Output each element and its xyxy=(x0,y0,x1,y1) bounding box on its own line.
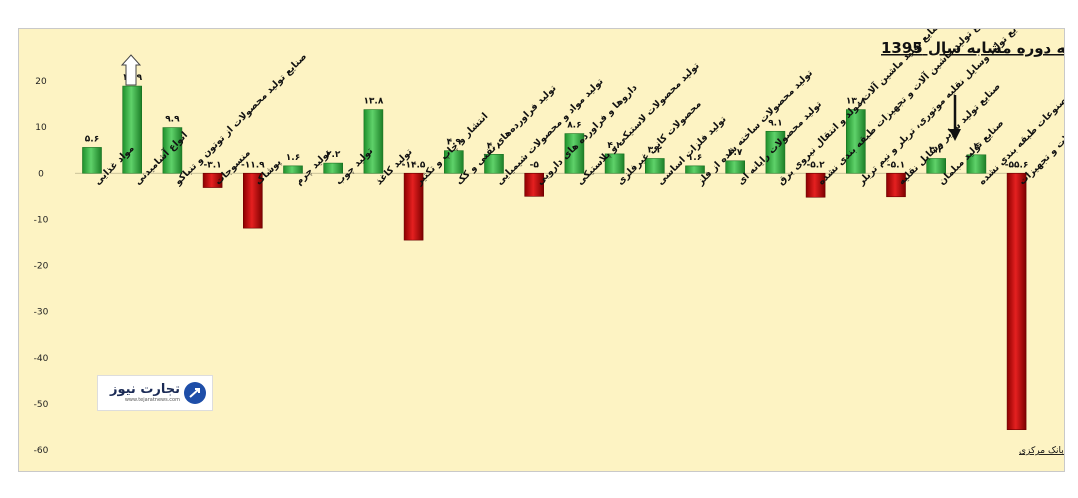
bar-value-label: -۱۴.۵ xyxy=(402,160,426,170)
bar xyxy=(805,172,826,198)
y-tick-label: -10 xyxy=(34,215,49,225)
chart-frame: درصد تغییرات شاخص تولید گروه‌های مختلف ص… xyxy=(18,28,1065,472)
bar-value-label: ۹.۱ xyxy=(768,118,782,128)
bar-value-label: ۱۳.۸ xyxy=(846,97,866,107)
bar-value-label: ۱.۶ xyxy=(688,153,702,163)
category-label: انتشار و چاپ و تکثیر xyxy=(413,111,490,188)
bar-value-label: ۵.۶ xyxy=(85,134,99,144)
y-tick-label: -60 xyxy=(34,446,49,456)
logo-mark-icon xyxy=(184,382,206,404)
logo-wordmark: تجارت نیوز www.tejaratnews.com xyxy=(109,382,180,403)
bar-value-label: ۴ xyxy=(974,142,980,152)
bar xyxy=(162,127,183,174)
bar-value-label: ۳.۲ xyxy=(929,145,944,155)
bar xyxy=(926,158,947,174)
bar-value-label: ۱۳.۸ xyxy=(363,97,383,107)
y-tick-label: 20 xyxy=(35,77,47,87)
bar-value-label: -۵.۱ xyxy=(887,160,905,170)
bar-value-label: -۵۵.۶ xyxy=(1005,160,1029,170)
bar xyxy=(243,172,263,229)
bar-value-label: -۵ xyxy=(530,160,540,170)
bar xyxy=(725,160,746,174)
bar-value-label: -۵.۲ xyxy=(807,160,826,170)
y-tick-label: -50 xyxy=(34,400,49,410)
y-tick-label: -20 xyxy=(34,262,49,272)
bar xyxy=(484,154,504,174)
bar-value-label: ۲.۷ xyxy=(728,148,743,158)
tejaratnews-logo: تجارت نیوز www.tejaratnews.com xyxy=(97,375,213,411)
chart-title: درصد تغییرات شاخص تولید گروه‌های مختلف ص… xyxy=(881,39,1064,57)
bar-value-label: ۴.۹ xyxy=(447,138,462,148)
bar xyxy=(82,147,102,174)
y-tick-label: 10 xyxy=(35,123,47,133)
bar xyxy=(564,133,585,174)
bar-value-label: ۹.۹ xyxy=(165,115,180,125)
bar-value-label: ۲.۲ xyxy=(326,150,341,160)
bar xyxy=(283,165,303,174)
bar xyxy=(685,165,705,174)
bar xyxy=(644,158,665,174)
up-arrow-icon xyxy=(120,54,142,86)
bar-value-label: ۱.۶ xyxy=(286,153,300,163)
bar xyxy=(966,154,987,174)
bar xyxy=(886,172,906,198)
y-tick-label: -40 xyxy=(34,354,49,364)
bar-value-label: ۳.۲ xyxy=(648,145,663,155)
bar xyxy=(323,162,344,174)
bar xyxy=(765,130,786,174)
bar-value-label: -۱۱.۹ xyxy=(241,160,265,170)
category-label: تولید فلزات اساسی xyxy=(655,114,729,188)
bar-value-label: ۴.۱ xyxy=(487,141,501,151)
bar xyxy=(443,150,464,174)
bar-value-label: -۳.۱ xyxy=(204,160,222,170)
bar xyxy=(403,172,424,241)
bar xyxy=(845,109,866,174)
bar xyxy=(604,153,625,174)
y-tick-label: -30 xyxy=(34,308,49,318)
bar xyxy=(524,172,545,197)
source-note: منبع بانک مرکزی xyxy=(1019,446,1064,456)
bar-value-label: ۴.۲ xyxy=(607,141,622,151)
bar-value-label: ۸.۶ xyxy=(567,121,581,131)
bar xyxy=(202,172,223,188)
bar xyxy=(363,109,384,174)
bar xyxy=(122,85,142,174)
y-tick-label: 0 xyxy=(38,169,44,179)
down-arrow-icon xyxy=(949,95,961,141)
bar-chart: درصد تغییرات شاخص تولید گروه‌های مختلف ص… xyxy=(34,29,1064,456)
bar xyxy=(1006,172,1027,431)
